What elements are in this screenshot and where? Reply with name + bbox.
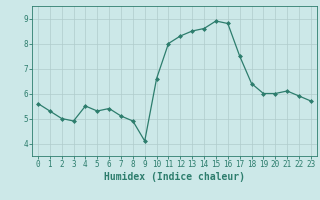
X-axis label: Humidex (Indice chaleur): Humidex (Indice chaleur) [104, 172, 245, 182]
